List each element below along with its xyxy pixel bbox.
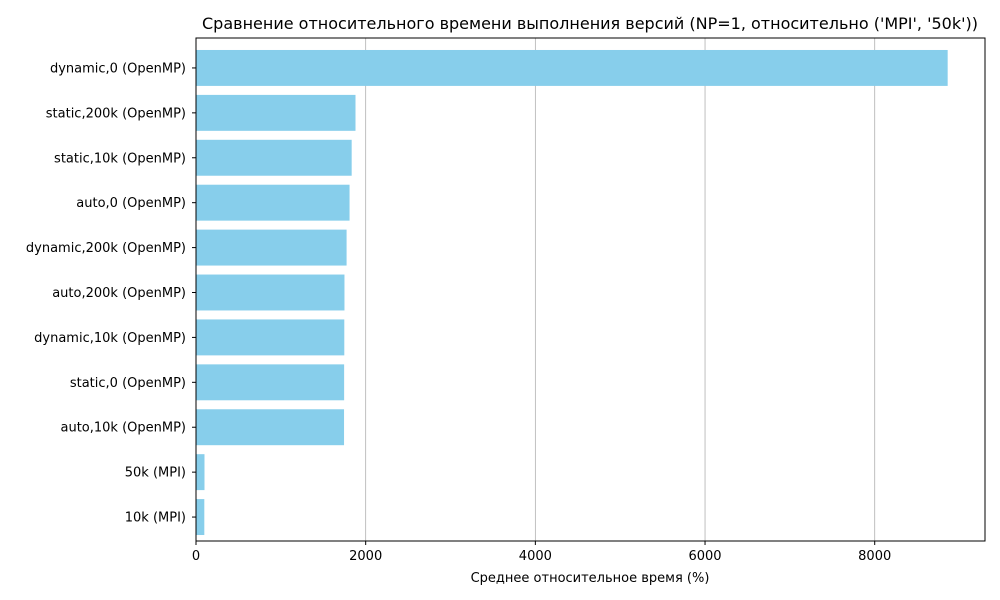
x-tick-label: 8000 [858, 549, 891, 564]
plot-frame [195, 37, 986, 542]
bar [196, 499, 205, 536]
bar [196, 94, 356, 131]
bar [196, 274, 345, 311]
x-tick-label: 2000 [349, 549, 382, 564]
x-axis-ticks: 0 2000 4000 6000 8000 [192, 541, 891, 564]
y-tick-label: static,10k (OpenMP) [54, 151, 186, 166]
bar [196, 409, 345, 446]
chart-title: Сравнение относительного времени выполне… [202, 14, 978, 33]
bars [196, 49, 948, 536]
y-tick-label: dynamic,10k (OpenMP) [34, 331, 186, 346]
y-tick-label: auto,0 (OpenMP) [76, 196, 186, 211]
y-tick-label: auto,10k (OpenMP) [60, 421, 186, 436]
x-tick-label: 4000 [519, 549, 552, 564]
y-tick-label: auto,200k (OpenMP) [52, 286, 186, 301]
bar [196, 49, 948, 86]
bar [196, 184, 350, 221]
y-tick-label: 50k (MPI) [125, 466, 186, 481]
y-axis-ticks: dynamic,0 (OpenMP) static,200k (OpenMP) st… [26, 61, 196, 526]
x-axis-label: Среднее относительное время (%) [471, 571, 710, 586]
bar [196, 454, 205, 491]
x-tick-label: 6000 [688, 549, 721, 564]
bar [196, 229, 347, 266]
y-tick-label: dynamic,200k (OpenMP) [26, 241, 186, 256]
x-tick-label: 0 [192, 549, 200, 564]
y-tick-label: dynamic,0 (OpenMP) [50, 61, 186, 76]
bar [196, 139, 352, 176]
y-tick-label: 10k (MPI) [125, 511, 186, 526]
y-tick-label: static,200k (OpenMP) [46, 106, 186, 121]
bar [196, 364, 345, 401]
y-tick-label: static,0 (OpenMP) [70, 376, 186, 391]
bar [196, 319, 345, 356]
